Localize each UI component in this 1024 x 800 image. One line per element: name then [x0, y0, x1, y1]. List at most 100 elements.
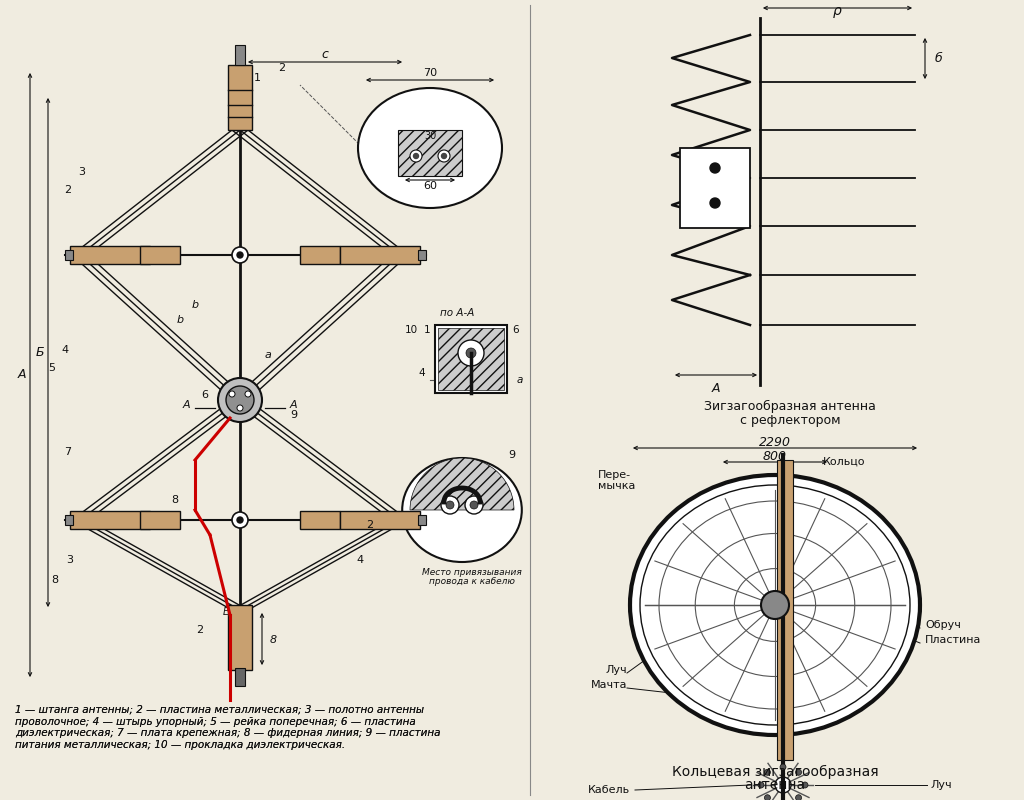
Bar	[777, 460, 793, 760]
Text: 1 — штанга антенны; 2 — пластина металлическая; 3 — полотно антенны
проволочное;: 1 — штанга антенны; 2 — пластина металли…	[15, 705, 440, 750]
Text: 6: 6	[202, 390, 209, 400]
Circle shape	[765, 770, 770, 775]
Bar	[140, 511, 180, 529]
Circle shape	[796, 794, 802, 800]
Bar	[65, 250, 73, 260]
Text: 800: 800	[763, 450, 787, 462]
Circle shape	[410, 150, 422, 162]
Circle shape	[802, 782, 808, 788]
Text: а: а	[517, 375, 523, 385]
Circle shape	[414, 154, 419, 158]
Text: a: a	[264, 350, 271, 360]
Text: Кольцо: Кольцо	[823, 457, 865, 467]
Circle shape	[796, 770, 802, 775]
Text: Е: Е	[223, 607, 229, 617]
Text: Кабель: Кабель	[588, 785, 630, 795]
Ellipse shape	[358, 88, 502, 208]
Bar	[340, 246, 420, 264]
Circle shape	[465, 496, 483, 514]
Text: Кольцевая зигзагообразная: Кольцевая зигзагообразная	[672, 765, 879, 779]
Bar	[300, 246, 340, 264]
Bar	[234, 668, 245, 686]
Circle shape	[446, 501, 454, 509]
Text: 4: 4	[356, 555, 364, 565]
Text: 4: 4	[419, 368, 425, 378]
Circle shape	[765, 794, 770, 800]
Bar	[418, 250, 426, 260]
Bar	[340, 511, 420, 529]
Text: А: А	[290, 400, 298, 410]
Text: 8: 8	[51, 575, 58, 585]
Bar	[140, 246, 180, 264]
Text: б: б	[935, 51, 943, 65]
Text: 70: 70	[423, 68, 437, 78]
Text: 3: 3	[67, 555, 74, 565]
Text: Место привязывания: Место привязывания	[422, 568, 522, 577]
Circle shape	[226, 386, 254, 414]
Text: 1 — штанга антенны; 2 — пластина металлическая; 3 — полотно антенны
проволочное;: 1 — штанга антенны; 2 — пластина металли…	[15, 705, 440, 750]
Circle shape	[229, 391, 234, 397]
Bar	[398, 130, 462, 176]
Wedge shape	[410, 458, 514, 510]
Circle shape	[218, 378, 262, 422]
Text: 8: 8	[270, 635, 278, 645]
Text: А: А	[182, 400, 190, 410]
Circle shape	[775, 777, 791, 793]
Bar	[70, 246, 150, 264]
Circle shape	[470, 501, 478, 509]
Text: b: b	[191, 300, 199, 310]
Text: Обруч: Обруч	[925, 620, 961, 630]
Text: провода к кабелю: провода к кабелю	[429, 577, 515, 586]
Circle shape	[232, 247, 248, 263]
Text: с рефлектором: с рефлектором	[739, 414, 841, 427]
Circle shape	[237, 405, 243, 411]
Text: 1: 1	[423, 325, 430, 335]
Text: Луч: Луч	[930, 780, 951, 790]
Circle shape	[761, 591, 790, 619]
Bar	[234, 45, 245, 65]
Bar	[680, 148, 750, 228]
Bar	[228, 65, 252, 130]
Bar	[300, 511, 340, 529]
Text: с: с	[322, 49, 329, 62]
Text: ρ: ρ	[834, 4, 842, 18]
Circle shape	[237, 517, 243, 523]
Text: 2: 2	[197, 625, 204, 635]
Circle shape	[232, 512, 248, 528]
Bar	[70, 511, 150, 529]
Circle shape	[441, 154, 446, 158]
Text: Зигзагообразная антенна: Зигзагообразная антенна	[705, 400, 876, 413]
Text: 10: 10	[406, 325, 418, 335]
Text: b: b	[176, 315, 183, 325]
Text: 4: 4	[61, 345, 69, 355]
Text: Б: Б	[36, 346, 44, 359]
Bar	[438, 328, 504, 390]
Text: 9: 9	[290, 410, 297, 420]
Circle shape	[458, 340, 484, 366]
Text: 60: 60	[423, 181, 437, 191]
Bar	[65, 515, 73, 525]
Text: 5: 5	[48, 363, 55, 373]
Circle shape	[758, 782, 764, 788]
Text: по А-А: по А-А	[440, 308, 474, 318]
Text: 1: 1	[254, 73, 261, 83]
Text: 2: 2	[278, 63, 285, 73]
Circle shape	[710, 163, 720, 173]
Circle shape	[466, 348, 476, 358]
Text: мычка: мычка	[598, 481, 635, 491]
Text: А: А	[712, 382, 720, 395]
Bar	[228, 605, 252, 670]
Circle shape	[245, 391, 251, 397]
Text: 3: 3	[79, 167, 85, 177]
Text: А: А	[17, 369, 27, 382]
Text: 30: 30	[424, 131, 436, 141]
Text: Пластина: Пластина	[925, 635, 981, 645]
Ellipse shape	[402, 458, 522, 562]
Text: Луч: Луч	[605, 665, 627, 675]
Bar	[418, 515, 426, 525]
Text: 7: 7	[65, 447, 72, 457]
Circle shape	[780, 764, 786, 770]
Circle shape	[710, 198, 720, 208]
Circle shape	[438, 150, 450, 162]
Text: 8: 8	[171, 495, 178, 505]
